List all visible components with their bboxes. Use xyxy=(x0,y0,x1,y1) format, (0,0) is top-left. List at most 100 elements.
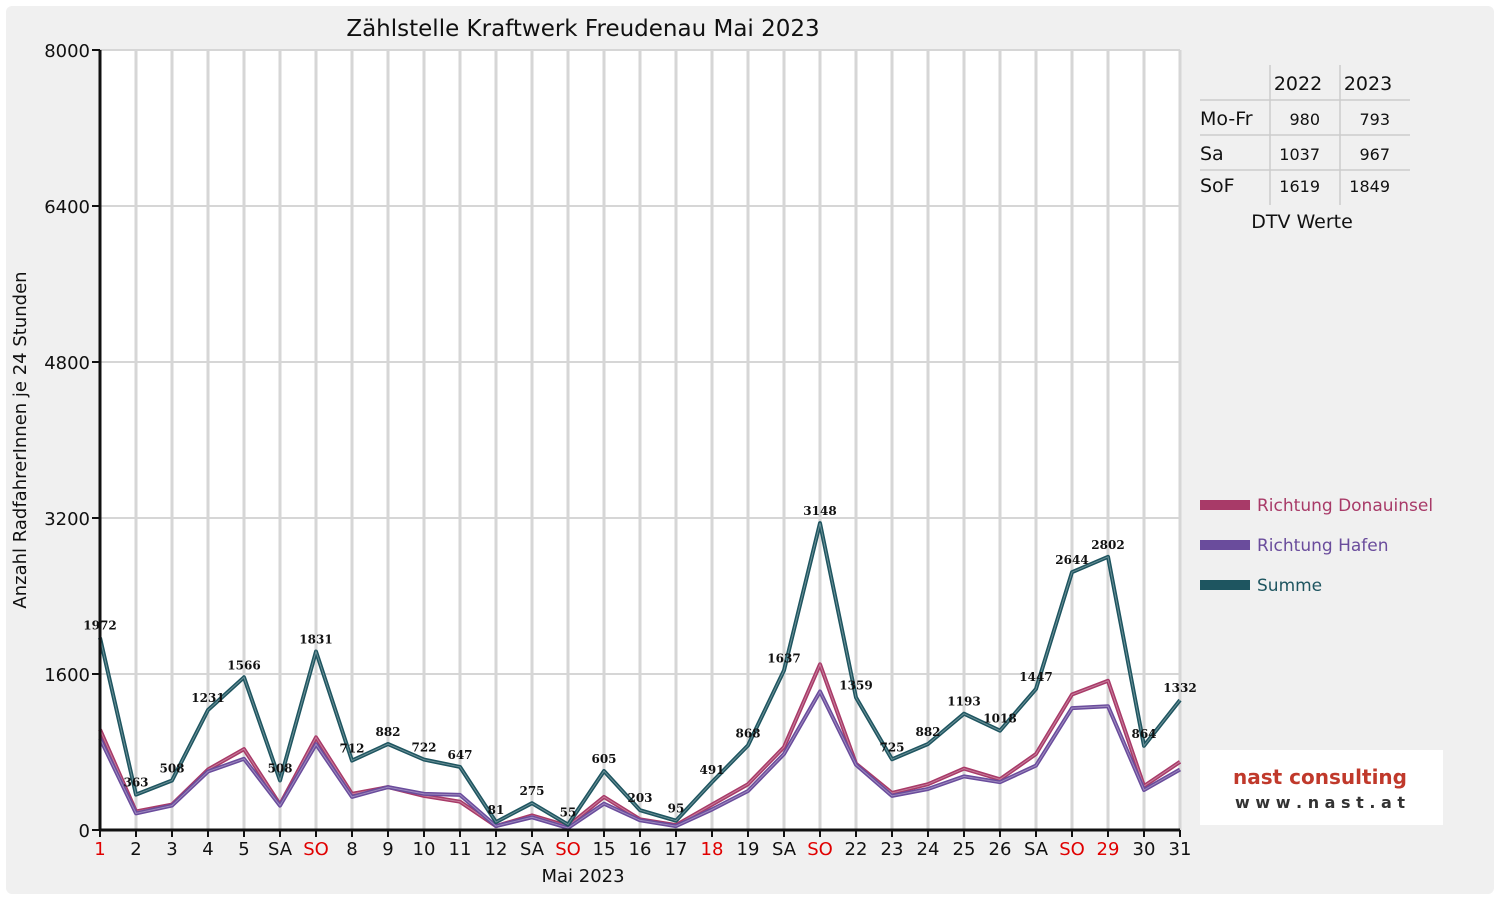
table-header-2023: 2023 xyxy=(1344,73,1392,95)
data-label: 1193 xyxy=(947,695,980,709)
legend-label-donauinsel: Richtung Donauinsel xyxy=(1257,496,1433,516)
chart-title: Zählstelle Kraftwerk Freudenau Mai 2023 xyxy=(346,16,819,42)
data-label: 1972 xyxy=(83,619,116,633)
dtv-table: 2022 2023 Mo-Fr 980 793 Sa 1037 967 SoF … xyxy=(1200,65,1410,233)
data-label: 725 xyxy=(879,740,904,754)
x-tick-label: 4 xyxy=(202,839,213,860)
series-highlight-1 xyxy=(99,690,1181,829)
table-row-label: Sa xyxy=(1200,143,1224,165)
series-layer xyxy=(98,521,1182,830)
logo-name: nast consulting xyxy=(1233,765,1407,789)
x-tick-label: SO xyxy=(303,839,329,860)
data-label: 363 xyxy=(123,776,148,790)
x-tick-label: 26 xyxy=(989,839,1012,860)
data-label: 95 xyxy=(668,802,685,816)
x-tick-label: 3 xyxy=(166,839,177,860)
y-tick-label: 0 xyxy=(79,821,90,842)
x-tick-label: 2 xyxy=(130,839,141,860)
y-tick-label: 1600 xyxy=(44,665,90,686)
data-label: 1231 xyxy=(191,691,224,705)
x-tick-label: 10 xyxy=(413,839,436,860)
data-label: 1359 xyxy=(839,678,872,692)
data-label: 712 xyxy=(339,742,364,756)
x-axis-label: Mai 2023 xyxy=(541,866,624,887)
y-tick-label: 8000 xyxy=(44,41,90,62)
x-tick-label: 16 xyxy=(629,839,652,860)
data-label: 55 xyxy=(560,806,577,820)
x-tick-label: SO xyxy=(807,839,833,860)
x-tick-label: 5 xyxy=(238,839,249,860)
data-labels: 1972 363 508 1231 1566 508 1831 712 882 722 647 81 2… xyxy=(83,504,1196,820)
x-tick-label: 30 xyxy=(1133,839,1156,860)
x-tick-label: 23 xyxy=(881,839,904,860)
data-label: 2802 xyxy=(1091,538,1124,552)
data-label: 203 xyxy=(627,791,652,805)
y-tick-label: 6400 xyxy=(44,197,90,218)
data-label: 275 xyxy=(519,784,544,798)
x-tick-label: 25 xyxy=(953,839,976,860)
data-label: 722 xyxy=(411,741,436,755)
legend-swatch-donauinsel xyxy=(1200,500,1250,510)
table-header-2022: 2022 xyxy=(1274,73,1322,95)
series-line-2 xyxy=(98,521,1182,827)
x-tick-label: SA xyxy=(772,839,797,860)
x-tick-label: SO xyxy=(555,839,581,860)
x-tick-label: 31 xyxy=(1169,839,1192,860)
x-tick-label: 15 xyxy=(593,839,616,860)
x-tick-label: 17 xyxy=(665,839,688,860)
x-tick-label: 12 xyxy=(485,839,508,860)
series-highlight-2 xyxy=(99,522,1181,826)
table-row-label: Mo-Fr xyxy=(1200,108,1253,130)
table-row-label: SoF xyxy=(1200,175,1235,197)
table-cell: 1619 xyxy=(1279,177,1320,196)
data-label: 1332 xyxy=(1163,681,1196,695)
data-label: 508 xyxy=(267,761,292,775)
data-label: 1831 xyxy=(299,632,332,646)
x-tick-label: SA xyxy=(1024,839,1049,860)
data-label: 605 xyxy=(591,752,616,766)
gridlines xyxy=(100,49,1182,830)
company-logo: nast consulting w w w . n a s t . a t xyxy=(1200,750,1443,825)
x-tick-label: SO xyxy=(1059,839,1085,860)
table-cell: 793 xyxy=(1359,110,1390,129)
table-cell: 967 xyxy=(1359,145,1390,164)
y-tick-label: 4800 xyxy=(44,353,90,374)
data-label: 1566 xyxy=(227,658,260,672)
y-axis-label: Anzahl RadfahrerInnen je 24 Stunden xyxy=(10,271,31,608)
data-label: 1447 xyxy=(1019,670,1052,684)
series-line-1 xyxy=(98,689,1181,830)
legend: Richtung Donauinsel Richtung Hafen Summe xyxy=(1200,496,1433,596)
x-tick-label: 19 xyxy=(737,839,760,860)
data-label: 508 xyxy=(159,761,184,775)
legend-label-hafen: Richtung Hafen xyxy=(1257,536,1388,556)
data-label: 1018 xyxy=(983,712,1016,726)
y-tick-label: 3200 xyxy=(44,509,90,530)
data-label: 882 xyxy=(915,725,940,739)
x-tick-label: SA xyxy=(520,839,545,860)
legend-swatch-summe xyxy=(1200,580,1250,590)
data-label: 868 xyxy=(735,726,760,740)
x-tick-label: 11 xyxy=(449,839,472,860)
data-label: 1637 xyxy=(767,651,800,665)
data-label: 2644 xyxy=(1055,553,1088,567)
table-cell: 980 xyxy=(1289,110,1320,129)
x-tick-label: 8 xyxy=(346,839,357,860)
x-tick-label: 9 xyxy=(382,839,393,860)
logo-url: w w w . n a s t . a t xyxy=(1235,793,1405,812)
data-label: 3148 xyxy=(803,504,836,518)
x-tick-label: 24 xyxy=(917,839,940,860)
table-caption: DTV Werte xyxy=(1251,211,1353,233)
data-label: 81 xyxy=(488,803,505,817)
table-cell: 1037 xyxy=(1279,145,1320,164)
data-label: 491 xyxy=(699,763,724,777)
x-tick-label: 18 xyxy=(701,839,724,860)
x-tick-label: 22 xyxy=(845,839,868,860)
table-cell: 1849 xyxy=(1349,177,1390,196)
x-tick-label: 29 xyxy=(1097,839,1120,860)
data-label: 882 xyxy=(375,725,400,739)
legend-label-summe: Summe xyxy=(1257,576,1322,596)
data-label: 647 xyxy=(447,748,472,762)
legend-swatch-hafen xyxy=(1200,540,1250,550)
